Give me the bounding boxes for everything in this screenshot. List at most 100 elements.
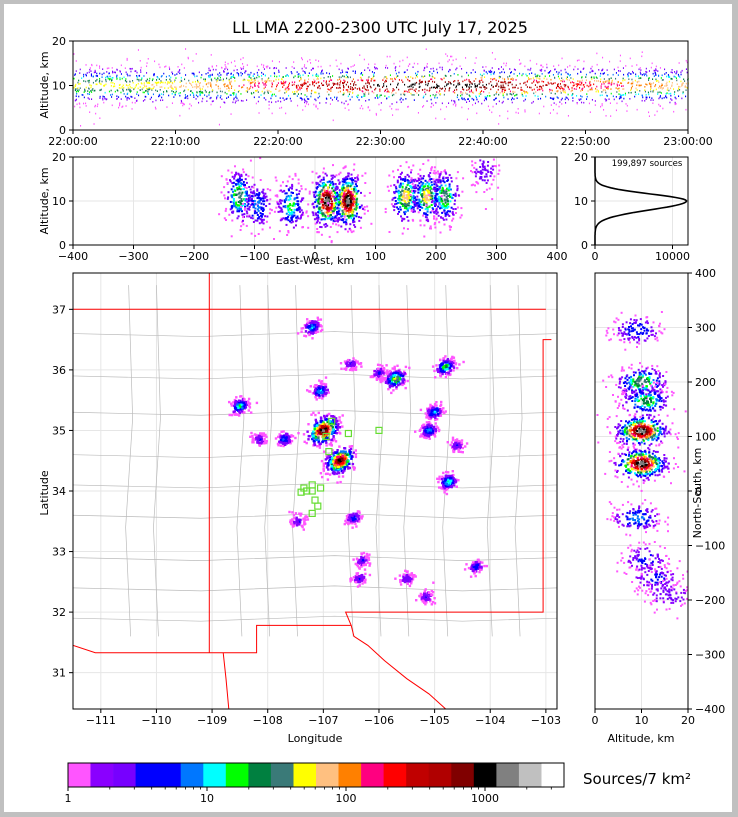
source-point	[406, 190, 409, 193]
source-point	[293, 208, 296, 211]
source-point	[160, 99, 162, 102]
source-point	[251, 214, 254, 217]
source-point	[466, 101, 468, 103]
source-point	[131, 108, 133, 110]
source-point	[168, 94, 170, 97]
source-point	[351, 80, 353, 83]
source-point	[513, 86, 515, 89]
source-point	[209, 74, 211, 76]
source-point	[248, 205, 251, 208]
source-point	[350, 66, 352, 68]
source-point	[296, 209, 299, 212]
source-point	[446, 187, 448, 190]
source-point	[339, 86, 341, 89]
source-point	[311, 211, 314, 214]
source-point	[430, 169, 433, 172]
source-point	[103, 72, 105, 75]
source-point	[339, 200, 342, 203]
source-point	[130, 90, 132, 92]
source-point	[244, 178, 247, 181]
source-point	[407, 200, 410, 203]
source-point	[200, 90, 202, 93]
source-point	[685, 86, 687, 88]
source-point	[297, 104, 299, 107]
source-point	[337, 179, 340, 182]
source-point	[114, 90, 116, 93]
source-point	[102, 68, 104, 70]
source-point	[489, 171, 492, 173]
source-point	[83, 73, 85, 76]
source-point	[342, 167, 345, 170]
source-point	[304, 72, 306, 74]
source-point	[463, 88, 465, 91]
source-point	[466, 83, 468, 86]
source-point	[631, 82, 633, 85]
source-point	[321, 212, 324, 215]
source-point	[429, 87, 431, 89]
source-point	[337, 220, 339, 223]
source-point	[227, 85, 229, 87]
source-point	[310, 69, 312, 71]
source-point	[439, 203, 442, 206]
source-point	[405, 90, 407, 93]
source-point	[119, 103, 121, 105]
source-point	[454, 102, 456, 104]
source-point	[431, 166, 433, 169]
source-point	[388, 91, 390, 93]
source-point	[384, 90, 386, 93]
source-point	[516, 97, 518, 99]
source-point	[314, 201, 317, 203]
source-point	[313, 443, 317, 447]
source-point	[278, 200, 281, 203]
source-point	[122, 105, 124, 108]
source-point	[343, 190, 346, 193]
source-point	[164, 66, 166, 68]
source-point	[249, 73, 251, 76]
source-point	[434, 198, 437, 201]
source-point	[450, 188, 452, 191]
source-point	[580, 71, 582, 73]
source-point	[373, 72, 375, 74]
source-point	[456, 171, 459, 174]
source-point	[161, 96, 163, 99]
source-point	[317, 436, 320, 439]
source-point	[429, 75, 431, 77]
source-point	[326, 83, 328, 86]
source-point	[328, 420, 331, 423]
source-point	[399, 65, 401, 68]
source-point	[334, 216, 337, 219]
source-point	[616, 102, 618, 105]
source-point	[85, 73, 87, 76]
source-point	[498, 164, 501, 167]
source-point	[395, 187, 398, 190]
source-point	[392, 114, 394, 116]
source-point	[238, 207, 241, 210]
source-point	[554, 68, 556, 71]
source-point	[398, 88, 400, 91]
source-point	[232, 75, 234, 78]
source-point	[154, 106, 156, 109]
source-point	[344, 201, 347, 204]
source-point	[429, 198, 432, 201]
source-point	[379, 96, 381, 98]
source-point	[106, 98, 108, 100]
source-point	[264, 215, 267, 218]
source-point	[272, 93, 274, 96]
source-point	[448, 174, 451, 177]
source-point	[361, 105, 363, 107]
source-point	[341, 185, 344, 188]
source-point	[313, 195, 316, 198]
source-point	[393, 191, 396, 194]
source-point	[238, 187, 240, 190]
source-point	[277, 82, 279, 84]
source-point	[606, 69, 608, 71]
source-point	[534, 84, 536, 86]
source-point	[215, 84, 217, 86]
source-point	[468, 88, 470, 91]
source-point	[618, 97, 620, 100]
source-point	[243, 184, 246, 187]
source-point	[483, 86, 485, 88]
source-point	[148, 79, 150, 82]
source-point	[225, 67, 227, 69]
source-point	[498, 85, 500, 88]
